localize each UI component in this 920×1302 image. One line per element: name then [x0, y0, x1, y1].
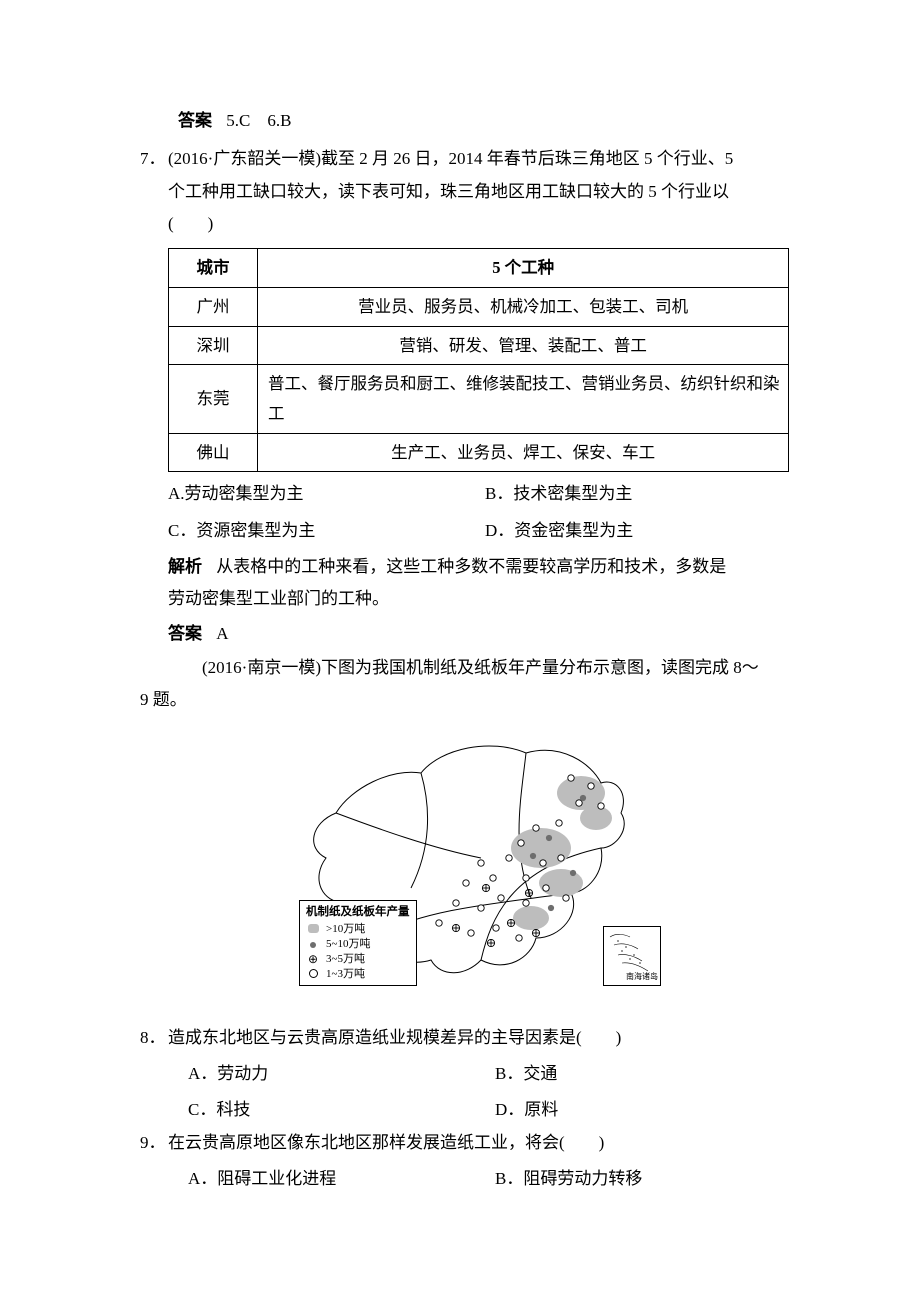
table-row: 东莞 普工、餐厅服务员和厨工、维修装配技工、营销业务员、纺织针织和染工	[169, 365, 789, 433]
cell-city: 东莞	[169, 365, 258, 433]
intro-89-line2: 9 题。	[140, 684, 802, 716]
legend-symbol-med-icon	[306, 938, 320, 950]
q9-option-b: B．阻碍劳动力转移	[495, 1163, 802, 1195]
legend-label: 3~5万吨	[326, 952, 365, 967]
q9-number: 9．	[140, 1127, 166, 1159]
question-9: 9． 在云贵高原地区像东北地区那样发展造纸工业，将会( ) A．阻碍工业化进程 …	[140, 1127, 802, 1196]
table-row: 广州 营业员、服务员、机械冷加工、包装工、司机	[169, 287, 789, 326]
q7-stem-line2: 个工种用工缺口较大，读下表可知，珠三角地区用工缺口较大的 5 个行业以	[168, 176, 802, 208]
cell-jobs: 生产工、业务员、焊工、保安、车工	[258, 433, 789, 472]
q7-explain-line2: 劳动密集型工业部门的工种。	[168, 583, 802, 615]
question-7: 7． (2016·广东韶关一模)截至 2 月 26 日，2014 年春节后珠三角…	[140, 143, 802, 684]
q7-stem-line1: 截至 2 月 26 日，2014 年春节后珠三角地区 5 个行业、5	[321, 149, 733, 168]
page-root: 答案 5.C 6.B 7． (2016·广东韶关一模)截至 2 月 26 日，2…	[0, 0, 920, 1255]
intro-source: (2016·南京一模)	[202, 658, 321, 677]
legend-symbol-open-icon	[306, 968, 320, 980]
q7-paren: ( )	[168, 208, 802, 240]
q8-option-a: A．劳动力	[188, 1058, 495, 1090]
th-city: 城市	[169, 249, 258, 288]
answer-text: A	[216, 624, 228, 643]
legend-row: ⊕ 3~5万吨	[306, 952, 410, 967]
q7-option-b: B．技术密集型为主	[485, 478, 802, 510]
q8-stem: 造成东北地区与云贵高原造纸业规模差异的主导因素是( )	[168, 1022, 802, 1054]
explain-label: 解析	[168, 557, 202, 576]
q7-option-c: C．资源密集型为主	[168, 515, 485, 547]
explain-text1: 从表格中的工种来看，这些工种多数不需要较高学历和技术，多数是	[216, 557, 726, 576]
q8-options-row2: C．科技 D．原料	[168, 1094, 802, 1126]
table-header-row: 城市 5 个工种	[169, 249, 789, 288]
answer-text: 5.C 6.B	[226, 111, 291, 130]
q7-option-a: A.劳动密集型为主	[168, 478, 485, 510]
china-map-figure: 机制纸及纸板年产量 >10万吨 5~10万吨 ⊕ 3~5万吨 1~3万吨	[281, 728, 661, 992]
th-jobs: 5 个工种	[258, 249, 789, 288]
legend-label: 5~10万吨	[326, 937, 370, 952]
table-row: 佛山 生产工、业务员、焊工、保安、车工	[169, 433, 789, 472]
question-8: 8． 造成东北地区与云贵高原造纸业规模差异的主导因素是( ) A．劳动力 B．交…	[140, 1022, 802, 1127]
q8-option-b: B．交通	[495, 1058, 802, 1090]
q8-number: 8．	[140, 1022, 166, 1054]
map-blob	[580, 806, 612, 830]
intro-text1: 下图为我国机制纸及纸板年产量分布示意图，读图完成 8～	[321, 658, 759, 677]
cell-city: 广州	[169, 287, 258, 326]
q7-source: (2016·广东韶关一模)	[168, 149, 321, 168]
legend-row: >10万吨	[306, 922, 410, 937]
q8-option-c: C．科技	[188, 1094, 495, 1126]
map-blob	[513, 906, 549, 930]
table-row: 深圳 营销、研发、管理、装配工、普工	[169, 326, 789, 365]
q7-answer: 答案 A	[168, 618, 802, 650]
cell-jobs: 普工、餐厅服务员和厨工、维修装配技工、营销业务员、纺织针织和染工	[258, 365, 789, 433]
answer-label: 答案	[178, 111, 212, 130]
q8-option-d: D．原料	[495, 1094, 802, 1126]
cell-jobs: 营业员、服务员、机械冷加工、包装工、司机	[258, 287, 789, 326]
cell-jobs: 营销、研发、管理、装配工、普工	[258, 326, 789, 365]
q7-stem: (2016·广东韶关一模)截至 2 月 26 日，2014 年春节后珠三角地区 …	[168, 143, 802, 175]
legend-symbol-big-icon	[306, 923, 320, 935]
map-blob	[539, 869, 583, 897]
q8-options-row1: A．劳动力 B．交通	[168, 1058, 802, 1090]
q7-explain: 解析 从表格中的工种来看，这些工种多数不需要较高学历和技术，多数是	[168, 551, 802, 583]
legend-label: >10万吨	[326, 922, 365, 937]
answer-label: 答案	[168, 624, 202, 643]
q7-table: 城市 5 个工种 广州 营业员、服务员、机械冷加工、包装工、司机 深圳 营销、研…	[168, 248, 789, 472]
cell-city: 深圳	[169, 326, 258, 365]
map-legend: 机制纸及纸板年产量 >10万吨 5~10万吨 ⊕ 3~5万吨 1~3万吨	[299, 900, 417, 987]
q9-option-a: A．阻碍工业化进程	[188, 1163, 495, 1195]
q7-options-row2: C．资源密集型为主 D．资金密集型为主	[168, 515, 802, 547]
legend-label: 1~3万吨	[326, 967, 365, 982]
legend-title: 机制纸及纸板年产量	[306, 905, 410, 921]
map-inset: 南海诸岛	[603, 926, 661, 986]
q9-stem: 在云贵高原地区像东北地区那样发展造纸工业，将会( )	[168, 1127, 802, 1159]
cell-city: 佛山	[169, 433, 258, 472]
q7-option-d: D．资金密集型为主	[485, 515, 802, 547]
legend-symbol-cross-icon: ⊕	[306, 953, 320, 965]
inset-label: 南海诸岛	[626, 969, 658, 984]
q7-number: 7．	[140, 143, 166, 175]
intro-89: (2016·南京一模)下图为我国机制纸及纸板年产量分布示意图，读图完成 8～	[168, 652, 802, 684]
figure-container: 机制纸及纸板年产量 >10万吨 5~10万吨 ⊕ 3~5万吨 1~3万吨	[140, 728, 802, 1003]
legend-row: 5~10万吨	[306, 937, 410, 952]
legend-row: 1~3万吨	[306, 967, 410, 982]
answer-line-56: 答案 5.C 6.B	[178, 105, 802, 137]
q9-options-row1: A．阻碍工业化进程 B．阻碍劳动力转移	[168, 1163, 802, 1195]
q7-options-row1: A.劳动密集型为主 B．技术密集型为主	[168, 478, 802, 510]
